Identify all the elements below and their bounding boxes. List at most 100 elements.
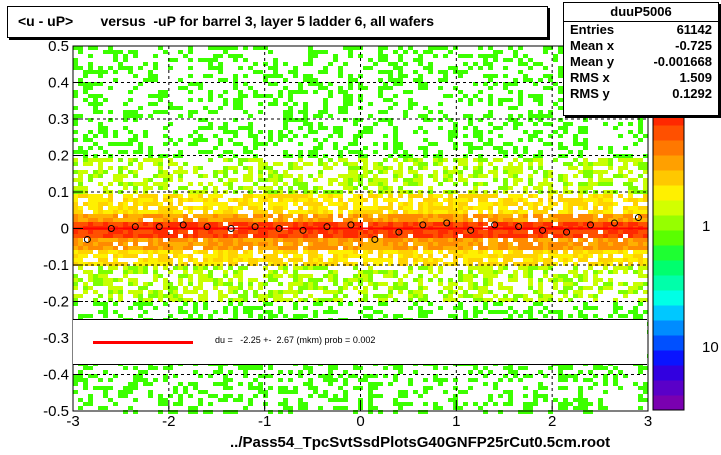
heatmap-cell — [528, 274, 533, 278]
heatmap-cell — [228, 210, 233, 214]
heatmap-cell — [368, 306, 373, 310]
heatmap-cell — [73, 234, 78, 238]
heatmap-cell — [308, 218, 313, 222]
heatmap-cell — [478, 234, 483, 238]
heatmap-cell — [518, 198, 523, 202]
heatmap-cell — [358, 246, 363, 250]
heatmap-cell — [293, 182, 298, 186]
heatmap-cell — [388, 274, 393, 278]
heatmap-cell — [83, 98, 88, 102]
heatmap-cell — [93, 206, 98, 210]
heatmap-cell — [603, 170, 608, 174]
heatmap-cell — [288, 250, 293, 254]
heatmap-cell — [263, 230, 268, 234]
heatmap-cell — [603, 158, 608, 162]
heatmap-cell — [393, 82, 398, 86]
heatmap-cell — [83, 162, 88, 166]
heatmap-cell — [488, 398, 493, 402]
heatmap-cell — [183, 270, 188, 274]
heatmap-cell — [528, 206, 533, 210]
heatmap-cell — [328, 194, 333, 198]
palette-cell — [653, 275, 684, 291]
heatmap-cell — [528, 114, 533, 118]
heatmap-cell — [423, 410, 428, 414]
heatmap-cell — [338, 110, 343, 114]
heatmap-cell — [543, 258, 548, 262]
heatmap-cell — [338, 70, 343, 74]
heatmap-cell — [543, 74, 548, 78]
heatmap-cell — [403, 402, 408, 406]
heatmap-cell — [233, 234, 238, 238]
heatmap-cell — [513, 298, 518, 302]
heatmap-cell — [118, 142, 123, 146]
heatmap-cell — [388, 106, 393, 110]
heatmap-cell — [128, 162, 133, 166]
heatmap-cell — [558, 118, 563, 122]
heatmap-cell — [418, 126, 423, 130]
heatmap-cell — [88, 222, 93, 226]
heatmap-cell — [183, 274, 188, 278]
heatmap-cell — [633, 210, 638, 214]
heatmap-cell — [343, 278, 348, 282]
heatmap-cell — [243, 258, 248, 262]
heatmap-cell — [543, 114, 548, 118]
heatmap-cell — [148, 186, 153, 190]
heatmap-cell — [453, 46, 458, 50]
heatmap-cell — [223, 258, 228, 262]
heatmap-cell — [348, 150, 353, 154]
stats-row: Entries 61142 — [564, 22, 718, 38]
heatmap-cell — [453, 222, 458, 226]
heatmap-cell — [383, 314, 388, 318]
heatmap-cell — [573, 230, 578, 234]
heatmap-cell — [243, 74, 248, 78]
heatmap-cell — [608, 206, 613, 210]
heatmap-cell — [158, 202, 163, 206]
heatmap-cell — [258, 306, 263, 310]
heatmap-cell — [343, 218, 348, 222]
heatmap-cell — [518, 246, 523, 250]
heatmap-cell — [178, 266, 183, 270]
heatmap-cell — [168, 214, 173, 218]
heatmap-cell — [453, 126, 458, 130]
heatmap-cell — [143, 266, 148, 270]
heatmap-cell — [78, 174, 83, 178]
heatmap-cell — [128, 234, 133, 238]
heatmap-cell — [533, 402, 538, 406]
heatmap-cell — [548, 218, 553, 222]
heatmap-cell — [458, 202, 463, 206]
heatmap-cell — [543, 270, 548, 274]
heatmap-cell — [313, 214, 318, 218]
heatmap-cell — [503, 74, 508, 78]
heatmap-cell — [238, 94, 243, 98]
heatmap-cell — [533, 194, 538, 198]
heatmap-cell — [103, 230, 108, 234]
heatmap-cell — [543, 394, 548, 398]
heatmap-cell — [318, 206, 323, 210]
heatmap-cell — [188, 298, 193, 302]
heatmap-cell — [598, 270, 603, 274]
heatmap-cell — [98, 246, 103, 250]
heatmap-cell — [438, 218, 443, 222]
heatmap-cell — [483, 114, 488, 118]
heatmap-cell — [128, 254, 133, 258]
heatmap-cell — [533, 210, 538, 214]
heatmap-cell — [638, 246, 643, 250]
heatmap-cell — [178, 398, 183, 402]
heatmap-cell — [528, 254, 533, 258]
heatmap-cell — [533, 134, 538, 138]
heatmap-cell — [123, 246, 128, 250]
heatmap-cell — [413, 214, 418, 218]
heatmap-cell — [178, 294, 183, 298]
heatmap-cell — [193, 230, 198, 234]
heatmap-cell — [283, 170, 288, 174]
heatmap-cell — [513, 50, 518, 54]
heatmap-cell — [253, 210, 258, 214]
heatmap-cell — [193, 262, 198, 266]
heatmap-cell — [438, 210, 443, 214]
heatmap-cell — [383, 82, 388, 86]
heatmap-cell — [623, 218, 628, 222]
heatmap-cell — [118, 250, 123, 254]
heatmap-cell — [363, 198, 368, 202]
heatmap-cell — [128, 406, 133, 410]
heatmap-cell — [588, 234, 593, 238]
